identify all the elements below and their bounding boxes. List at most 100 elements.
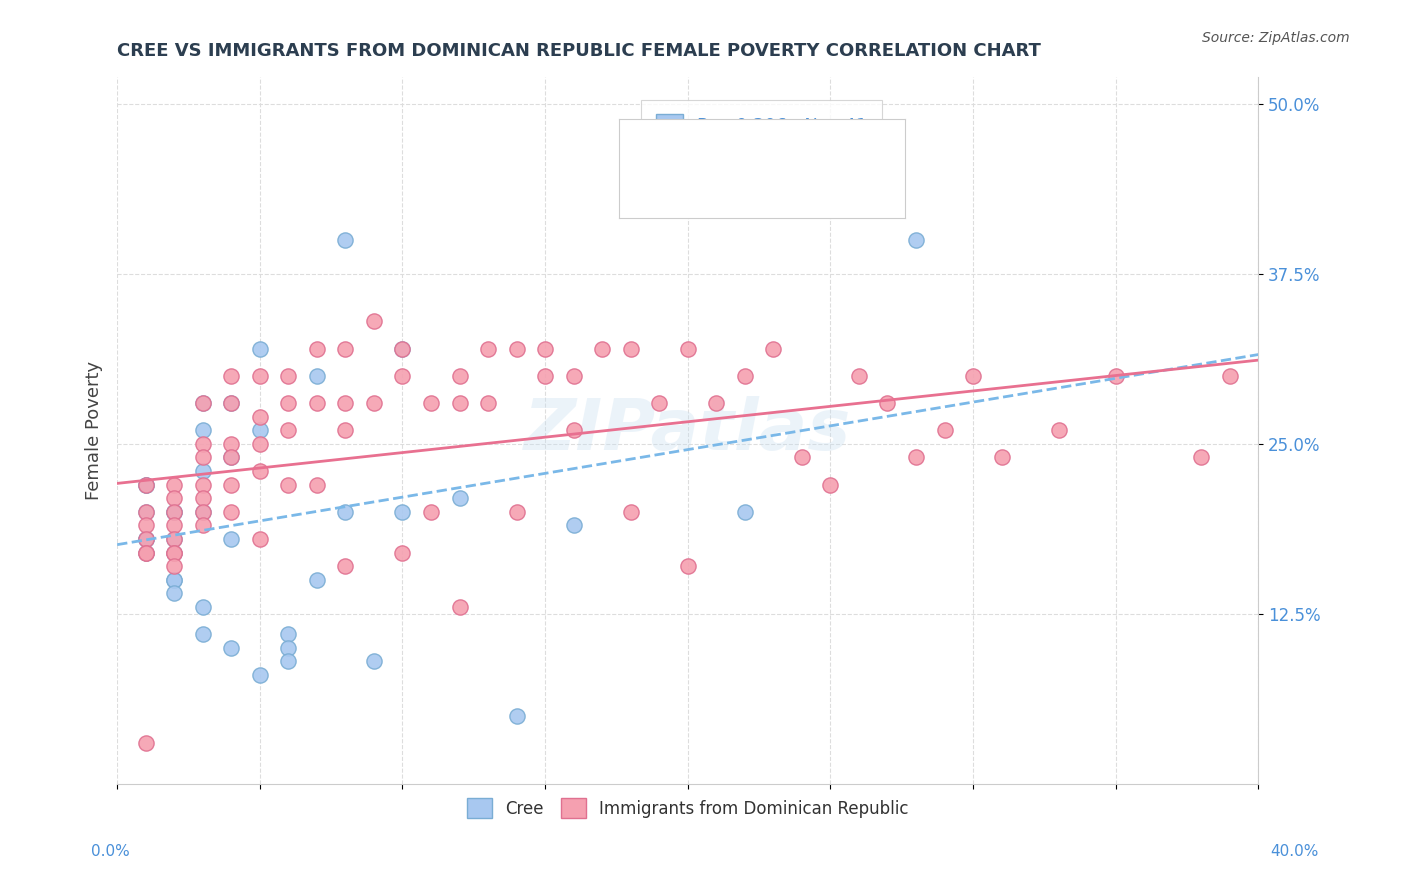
Point <box>335 559 357 574</box>
Point <box>305 573 328 587</box>
Point <box>249 368 271 383</box>
Point <box>363 314 385 328</box>
Point <box>163 545 186 559</box>
Point <box>135 532 157 546</box>
Point <box>221 396 243 410</box>
Point <box>191 396 214 410</box>
Point <box>305 477 328 491</box>
Point <box>1219 368 1241 383</box>
Point <box>163 532 186 546</box>
Point <box>620 505 643 519</box>
Point <box>135 505 157 519</box>
Point <box>277 654 299 668</box>
Point <box>391 342 413 356</box>
Point <box>135 477 157 491</box>
Point <box>562 518 585 533</box>
Point <box>221 368 243 383</box>
Point <box>163 532 186 546</box>
Point <box>191 518 214 533</box>
Text: Source: ZipAtlas.com: Source: ZipAtlas.com <box>1202 31 1350 45</box>
Point <box>191 599 214 614</box>
Point <box>420 505 443 519</box>
Point <box>477 396 499 410</box>
Legend: Cree, Immigrants from Dominican Republic: Cree, Immigrants from Dominican Republic <box>460 791 915 825</box>
Text: CREE VS IMMIGRANTS FROM DOMINICAN REPUBLIC FEMALE POVERTY CORRELATION CHART: CREE VS IMMIGRANTS FROM DOMINICAN REPUBL… <box>117 42 1040 60</box>
Point <box>505 342 527 356</box>
Point <box>363 396 385 410</box>
Point <box>221 436 243 450</box>
Point <box>820 477 842 491</box>
Point <box>449 491 471 505</box>
Point <box>305 396 328 410</box>
Point <box>191 464 214 478</box>
Point <box>135 477 157 491</box>
Text: 0.0%: 0.0% <box>91 845 131 859</box>
Point <box>904 450 927 465</box>
Point <box>135 518 157 533</box>
Point <box>305 342 328 356</box>
Point <box>1105 368 1128 383</box>
Point <box>734 505 756 519</box>
Point <box>249 668 271 682</box>
Point <box>163 545 186 559</box>
Point <box>163 545 186 559</box>
Point <box>221 450 243 465</box>
Point <box>934 423 956 437</box>
Point <box>191 436 214 450</box>
Point <box>191 505 214 519</box>
Point <box>676 559 699 574</box>
Point <box>391 545 413 559</box>
Point <box>676 342 699 356</box>
Point <box>848 368 870 383</box>
Point <box>648 396 671 410</box>
Point <box>420 396 443 410</box>
Point <box>762 342 785 356</box>
Point <box>135 532 157 546</box>
Point <box>163 477 186 491</box>
Point <box>277 477 299 491</box>
Point <box>534 368 557 383</box>
Point <box>505 505 527 519</box>
Point <box>1047 423 1070 437</box>
Point <box>477 342 499 356</box>
Point <box>249 342 271 356</box>
Point <box>135 736 157 750</box>
Point <box>277 640 299 655</box>
Point <box>562 368 585 383</box>
Point <box>876 396 898 410</box>
Point <box>191 450 214 465</box>
Point <box>335 505 357 519</box>
Point <box>391 368 413 383</box>
Point <box>562 423 585 437</box>
Point <box>277 627 299 641</box>
Point <box>305 368 328 383</box>
Point <box>391 505 413 519</box>
Point <box>221 396 243 410</box>
Point <box>221 640 243 655</box>
Point <box>163 573 186 587</box>
Point <box>505 708 527 723</box>
Point <box>249 532 271 546</box>
Point <box>277 396 299 410</box>
Text: ZIPatlas: ZIPatlas <box>524 396 852 465</box>
Point <box>249 409 271 424</box>
Point <box>704 396 727 410</box>
Point <box>962 368 984 383</box>
Point <box>191 491 214 505</box>
Point <box>534 342 557 356</box>
Point <box>135 545 157 559</box>
Point <box>335 396 357 410</box>
Point <box>191 477 214 491</box>
Point <box>591 342 613 356</box>
Point <box>363 654 385 668</box>
Point <box>734 368 756 383</box>
Point <box>135 477 157 491</box>
Point <box>191 627 214 641</box>
Point <box>221 532 243 546</box>
Point <box>249 464 271 478</box>
Point <box>135 545 157 559</box>
Point <box>620 342 643 356</box>
Point <box>449 396 471 410</box>
Point <box>163 559 186 574</box>
Point <box>449 599 471 614</box>
